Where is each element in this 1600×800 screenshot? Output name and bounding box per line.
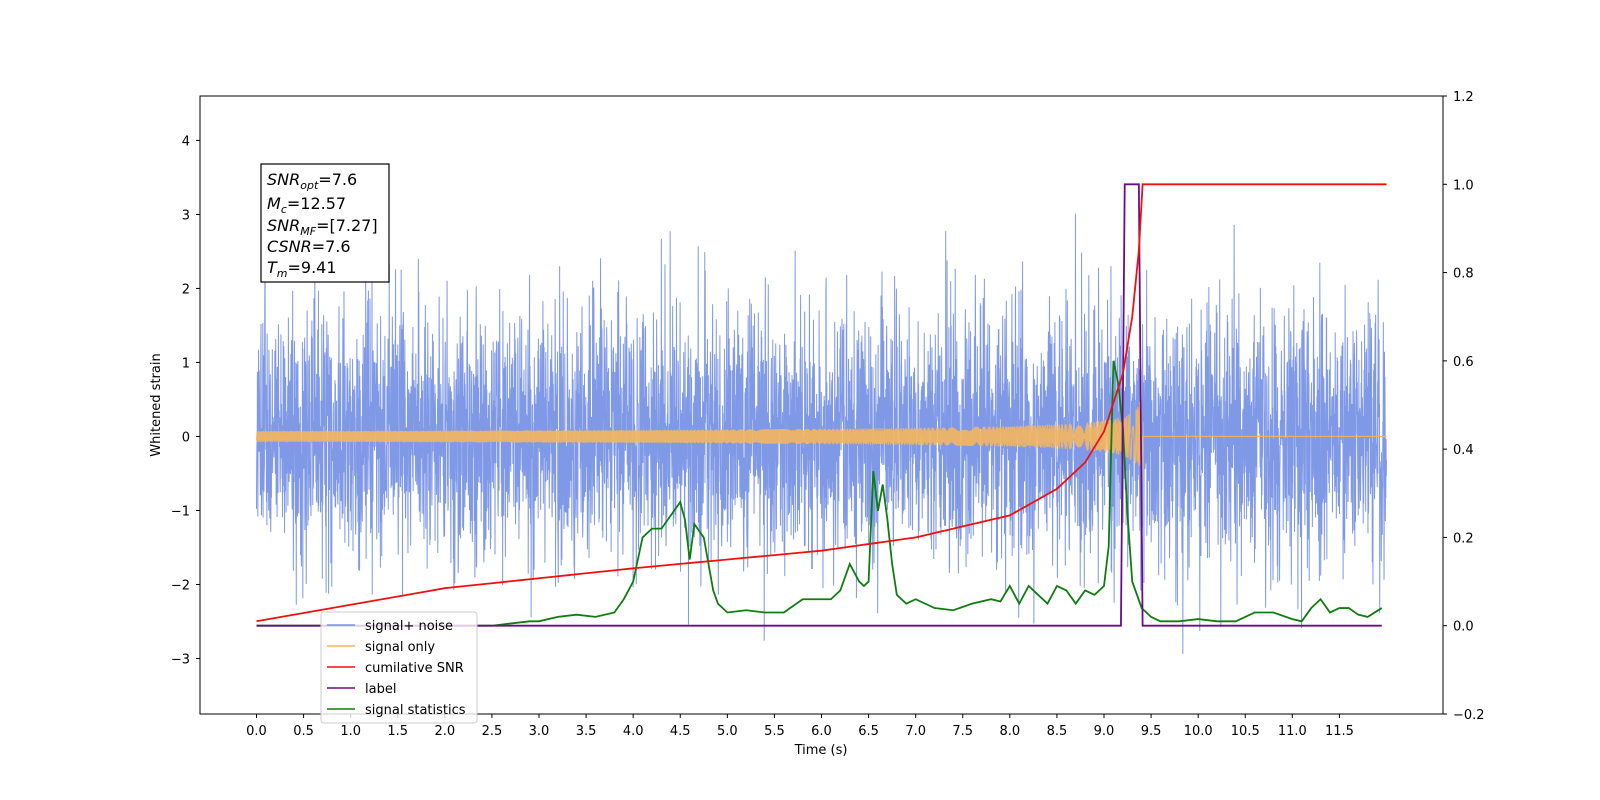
y-left-tick-label: 4	[182, 134, 190, 149]
x-tick-label: 2.0	[434, 724, 455, 739]
series-label	[256, 183, 1382, 627]
info-tm: Tm=9.41	[267, 258, 337, 280]
y-left-tick-label: −3	[171, 652, 190, 667]
series-signal-noise	[256, 213, 1387, 655]
x-tick-label: 1.0	[340, 724, 361, 739]
x-tick-label: 4.0	[623, 724, 644, 739]
y-axis-right: 1.2 1.0 0.8 0.6 0.4 0.2 0.0 −0.2	[1443, 90, 1485, 723]
y-right-tick-label: 0.2	[1453, 531, 1474, 546]
x-tick-label: 9.0	[1094, 724, 1115, 739]
x-tick-label: 4.5	[670, 724, 691, 739]
x-tick-label: 8.5	[1047, 724, 1068, 739]
y-right-tick-label: 0.8	[1453, 267, 1474, 282]
x-tick-label: 0.0	[246, 724, 267, 739]
x-tick-label: 0.5	[293, 724, 314, 739]
y-left-tick-label: 2	[182, 282, 190, 297]
x-tick-label: 8.0	[999, 724, 1020, 739]
y-right-tick-label: 0.4	[1453, 443, 1474, 458]
x-tick-label: 10.5	[1231, 724, 1260, 739]
x-tick-label: 7.5	[952, 724, 973, 739]
x-tick-label: 10.0	[1184, 724, 1213, 739]
series-signal-only	[255, 399, 1387, 482]
x-axis-label: Time (s)	[794, 743, 848, 758]
x-tick-label: 11.0	[1278, 724, 1307, 739]
series-signal-statistics	[256, 360, 1383, 627]
x-axis: 0.0 0.5 1.0 1.5 2.0 2.5 3.0 3.5 4.0 4.5 5.0 5.5 6.0 6…	[246, 714, 1354, 739]
x-tick-label: 6.5	[858, 724, 879, 739]
y-left-tick-label: 0	[182, 430, 190, 445]
y-left-tick-label: 3	[182, 208, 190, 223]
y-right-tick-label: 1.2	[1453, 90, 1474, 105]
y-left-tick-label: −1	[171, 504, 190, 519]
x-tick-label: 3.5	[576, 724, 597, 739]
x-tick-label: 9.5	[1141, 724, 1162, 739]
info-mc: Mc=12.57	[267, 194, 346, 216]
info-snr-opt: SNRopt=7.6	[267, 170, 357, 192]
info-csnr: CSNR=7.6	[267, 237, 351, 256]
legend: signal+ noise signal only cumilative SNR…	[320, 611, 478, 724]
y-left-tick-label: 1	[182, 356, 190, 371]
x-tick-label: 11.5	[1325, 724, 1354, 739]
x-tick-label: 2.5	[482, 724, 503, 739]
info-box: SNRopt=7.6 Mc=12.57 SNRMF=[7.27] CSNR=7.…	[260, 163, 390, 283]
x-tick-label: 6.0	[811, 724, 832, 739]
x-tick-label: 1.5	[387, 724, 408, 739]
info-box-frame	[260, 163, 390, 283]
x-tick-label: 3.0	[529, 724, 550, 739]
legend-label-signal-only: signal only	[365, 640, 435, 655]
legend-label-signal-noise: signal+ noise	[365, 619, 453, 634]
y-right-tick-label: 0.6	[1453, 355, 1474, 370]
legend-label-cumulative-snr: cumilative SNR	[365, 661, 464, 676]
x-tick-label: 5.0	[717, 724, 738, 739]
y-axis-left: 4 3 2 1 0 −1 −2 −3	[171, 134, 200, 667]
info-snr-mf: SNRMF=[7.27]	[267, 216, 378, 238]
y-axis-label: Whitened strain	[149, 353, 164, 456]
plot-series	[255, 183, 1387, 655]
y-right-tick-label: 1.0	[1453, 178, 1474, 193]
y-left-tick-label: −2	[171, 578, 190, 593]
legend-label-signal-statistics: signal statistics	[365, 703, 466, 718]
legend-label-label: label	[365, 682, 396, 697]
y-right-tick-label: −0.2	[1453, 708, 1485, 723]
x-tick-label: 5.5	[764, 724, 785, 739]
y-right-tick-label: 0.0	[1453, 620, 1474, 635]
series-cumulative-snr	[256, 183, 1387, 623]
legend-frame	[320, 611, 478, 724]
x-tick-label: 7.0	[905, 724, 926, 739]
